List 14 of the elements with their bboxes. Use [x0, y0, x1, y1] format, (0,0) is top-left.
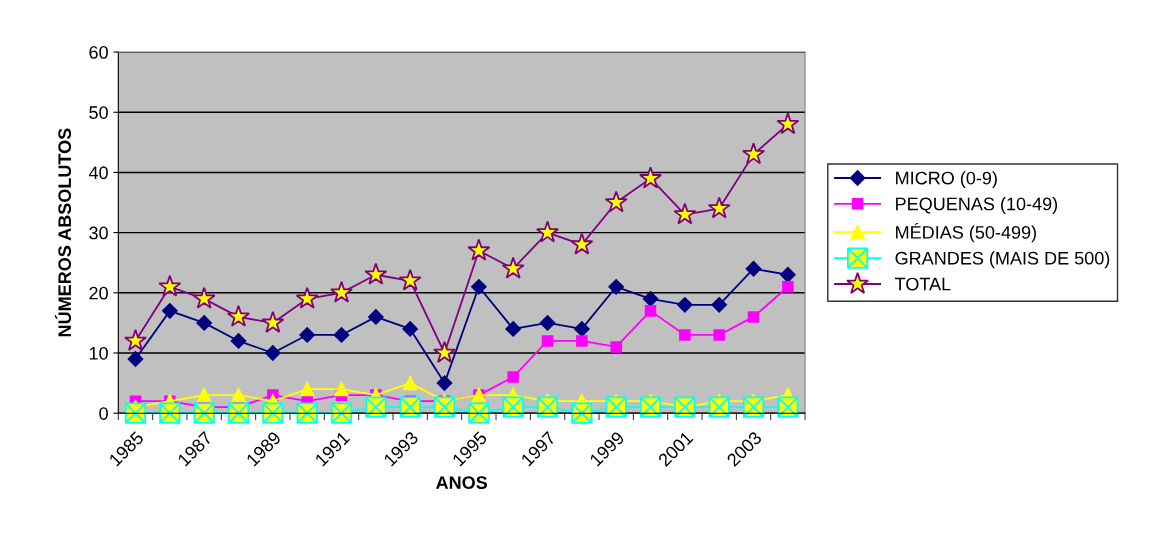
y-tick-label: 0	[99, 407, 108, 420]
legend-label: MÉDIAS (50-499)	[896, 222, 1036, 243]
y-tick-label: 50	[89, 106, 108, 119]
y-tick-label: 30	[89, 226, 108, 240]
legend-label: PEQUENAS (10-49)	[896, 197, 1058, 214]
y-tick-label: 40	[88, 166, 108, 180]
y-tick-label: 10	[89, 346, 108, 360]
legend-label: TOTAL	[895, 277, 951, 291]
y-tick-label: 20	[89, 286, 108, 300]
y-tick-label: 60	[89, 45, 108, 59]
y-axis-title: NÚMEROS ABSOLUTOS	[54, 128, 72, 337]
legend-label: MICRO (0-9)	[896, 171, 997, 189]
legend-label: GRANDES (MAIS DE 500)	[895, 251, 1110, 269]
x-axis-title: ANOS	[436, 476, 488, 489]
